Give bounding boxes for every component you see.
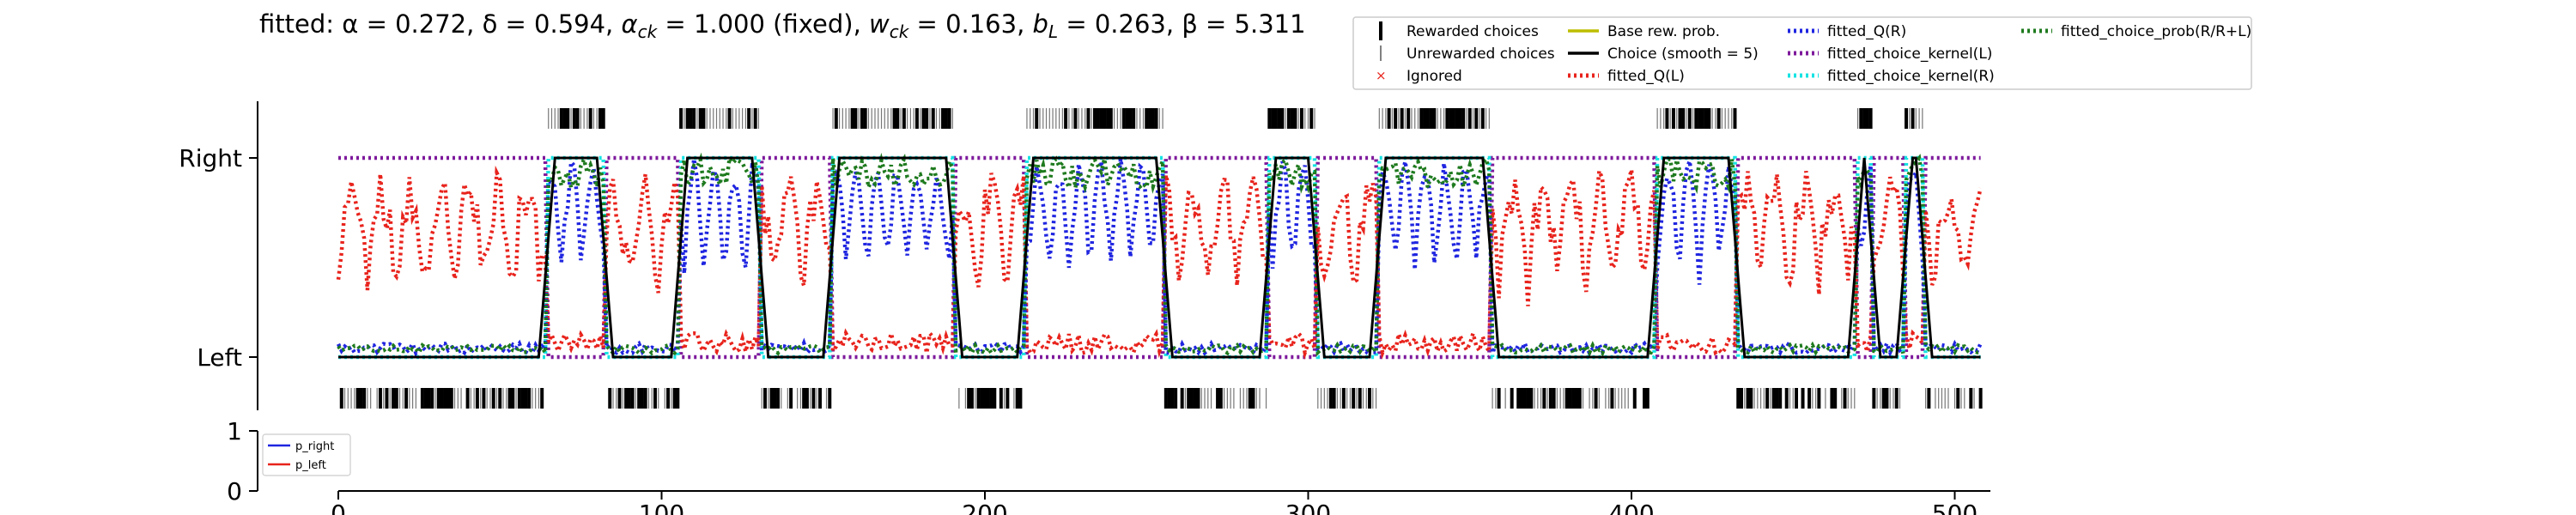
- xtick-label: 100: [639, 500, 684, 515]
- legend-item: Choice (smooth = 5): [1568, 45, 1759, 63]
- legend-item: fitted_choice_kernel(L): [1788, 45, 1992, 63]
- legend-label: fitted_choice_kernel(L): [1827, 45, 1992, 63]
- xtick-label: 300: [1285, 500, 1331, 515]
- legend-label: fitted_choice_prob(R/R+L): [2061, 23, 2251, 40]
- legend-label: Unrewarded choices: [1406, 45, 1555, 63]
- x-axis-ticks: 0 100 200 300 400 500: [331, 491, 1978, 515]
- choices-panel: Right Left: [179, 101, 1983, 410]
- series-q-left: [336, 165, 1983, 360]
- legend-item: × Ignored: [1376, 68, 1462, 85]
- legend-label: fitted_Q(L): [1607, 68, 1685, 85]
- xtick-label: 400: [1608, 500, 1654, 515]
- xtick-label: 200: [962, 500, 1007, 515]
- series-lines: [336, 152, 1983, 360]
- legend-label: Base rew. prob.: [1607, 23, 1720, 40]
- main-legend: Rewarded choices Unrewarded choices × Ignor…: [1352, 16, 2252, 90]
- ytick-label-left: Left: [197, 343, 242, 372]
- legend-label: fitted_Q(R): [1827, 23, 1906, 40]
- choice-rasters: [339, 108, 1983, 409]
- legend-label: Choice (smooth = 5): [1607, 45, 1759, 63]
- chart-title: fitted: α = 0.272, δ = 0.594, αck = 1.00…: [259, 9, 1306, 42]
- legend-item: Base rew. prob.: [1568, 23, 1720, 40]
- legend-item: Unrewarded choices: [1380, 45, 1555, 63]
- legend-label: fitted_choice_kernel(R): [1827, 68, 1995, 85]
- legend-item: fitted_choice_kernel(R): [1788, 68, 1995, 85]
- ytick-label-right: Right: [179, 144, 242, 173]
- legend-item: Rewarded choices: [1379, 21, 1539, 40]
- ytick-label-1: 1: [227, 417, 242, 445]
- legend-p-right-label: p_right: [295, 440, 334, 453]
- xtick-label: 0: [331, 500, 346, 515]
- xtick-label: 500: [1932, 500, 1978, 515]
- series-choice-smooth: [338, 156, 1981, 359]
- legend-label: Rewarded choices: [1406, 23, 1539, 40]
- legend-item: fitted_Q(R): [1788, 23, 1906, 40]
- legend-item: fitted_Q(L): [1568, 68, 1685, 85]
- reward-prob-panel: 1 0 0 100 200 300 400 500 p_right p_left: [227, 417, 1990, 515]
- ytick-label-0: 0: [227, 477, 242, 506]
- legend-p-left-label: p_left: [295, 459, 326, 472]
- legend-item: fitted_choice_prob(R/R+L): [2021, 23, 2251, 40]
- legend-label: Ignored: [1406, 68, 1462, 85]
- legend-swatch: ×: [1376, 68, 1387, 83]
